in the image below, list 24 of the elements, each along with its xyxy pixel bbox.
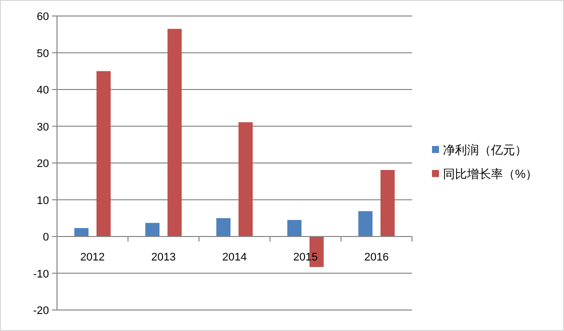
- bar: [358, 211, 372, 236]
- y-tick-label: 50: [36, 48, 49, 60]
- y-tick-label: -10: [33, 268, 49, 280]
- x-tick-label: 2016: [364, 252, 389, 264]
- y-tick-label: 0: [42, 232, 49, 244]
- legend-label: 净利润（亿元）: [443, 143, 527, 157]
- y-tick-label: 60: [36, 11, 49, 23]
- y-tick-label: 10: [36, 194, 49, 207]
- y-tick-label: 40: [36, 84, 49, 96]
- x-tick-label: 2014: [222, 252, 247, 264]
- x-tick-label: 2012: [80, 252, 105, 264]
- bar: [145, 222, 160, 236]
- bar: [96, 71, 111, 236]
- bar: [287, 220, 302, 236]
- bar: [238, 122, 253, 236]
- x-tick-label: 2013: [151, 252, 176, 264]
- y-tick-label: 20: [36, 158, 49, 170]
- y-tick-label: -20: [33, 305, 49, 317]
- y-tick-label: 30: [36, 121, 49, 134]
- bar: [216, 218, 230, 236]
- bar: [168, 28, 182, 236]
- bar: [380, 170, 395, 236]
- legend-label: 同比增长率（%）: [443, 167, 538, 181]
- bar: [74, 228, 88, 236]
